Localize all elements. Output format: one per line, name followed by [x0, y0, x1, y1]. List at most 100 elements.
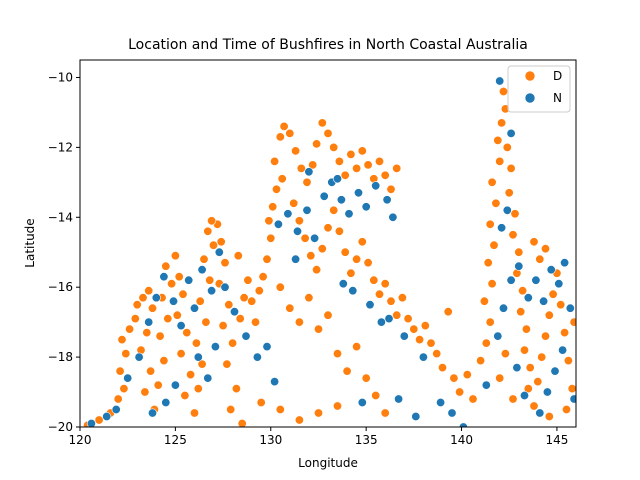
point-D-131: [380, 408, 390, 418]
point-D-58: [251, 317, 261, 327]
point-N-26: [292, 226, 302, 236]
point-N-63: [550, 366, 560, 376]
point-D-61: [262, 254, 272, 264]
point-N-50: [481, 380, 491, 390]
point-D-167: [523, 384, 533, 394]
point-N-71: [506, 128, 516, 138]
point-D-89: [392, 163, 402, 173]
point-D-84: [363, 160, 373, 170]
point-D-63: [264, 216, 274, 226]
point-D-38: [201, 317, 211, 327]
point-D-52: [231, 384, 241, 394]
chart-title: Location and Time of Bushfires in North …: [128, 37, 528, 53]
point-D-65: [271, 184, 281, 194]
point-D-71: [291, 146, 301, 156]
point-D-37: [191, 338, 201, 348]
point-N-29: [319, 191, 329, 201]
point-N-62: [558, 345, 568, 355]
legend-box: [507, 65, 571, 113]
point-N-8: [169, 296, 179, 306]
point-D-189: [233, 251, 243, 261]
point-N-22: [252, 352, 262, 362]
point-D-150: [495, 156, 505, 166]
point-D-62: [266, 233, 276, 243]
legend: DN: [507, 65, 571, 113]
point-D-10: [132, 300, 142, 310]
point-D-138: [462, 370, 472, 380]
point-N-16: [230, 307, 240, 317]
point-N-32: [344, 209, 354, 219]
point-N-66: [519, 390, 529, 400]
point-D-76: [317, 118, 327, 128]
point-N-19: [170, 380, 180, 390]
point-N-1: [102, 411, 112, 421]
point-D-124: [313, 324, 323, 334]
legend-marker-D: [524, 70, 536, 82]
plot-area: [79, 59, 577, 428]
point-D-132: [332, 401, 342, 411]
point-D-180: [535, 254, 545, 264]
point-N-4: [134, 352, 144, 362]
x-tick-label-4: 140: [450, 433, 473, 447]
point-D-99: [340, 247, 350, 257]
point-N-74: [241, 331, 251, 341]
point-D-157: [504, 188, 514, 198]
point-N-12: [197, 265, 207, 275]
point-N-56: [531, 275, 541, 285]
point-D-78: [329, 142, 339, 152]
point-D-145: [483, 258, 493, 268]
point-D-87: [380, 170, 390, 180]
point-D-117: [443, 307, 453, 317]
x-tick-label-0: 120: [69, 433, 92, 447]
point-N-54: [514, 261, 524, 271]
point-D-140: [476, 356, 486, 366]
point-D-57: [247, 296, 257, 306]
point-D-31: [176, 349, 186, 359]
point-D-113: [420, 321, 430, 331]
point-D-104: [369, 275, 379, 285]
point-D-149: [487, 177, 497, 187]
point-D-119: [455, 387, 465, 397]
point-D-96: [323, 223, 333, 233]
point-D-66: [277, 174, 287, 184]
y-tick-label-0: −20: [48, 420, 73, 434]
point-D-188: [207, 216, 217, 226]
point-D-42: [209, 240, 219, 250]
point-N-78: [376, 317, 386, 327]
point-D-95: [317, 244, 327, 254]
point-D-51: [222, 359, 232, 369]
point-D-100: [346, 268, 356, 278]
point-N-58: [546, 265, 556, 275]
point-N-42: [384, 314, 394, 324]
point-D-97: [329, 205, 339, 215]
point-D-90: [289, 198, 299, 208]
point-D-64: [268, 202, 278, 212]
point-N-38: [304, 167, 314, 177]
point-N-69: [502, 205, 512, 215]
point-D-34: [190, 408, 200, 418]
point-N-40: [348, 286, 358, 296]
point-D-54: [235, 314, 245, 324]
point-N-10: [184, 275, 194, 285]
point-D-30: [182, 328, 192, 338]
point-D-11: [138, 293, 148, 303]
point-D-105: [374, 289, 384, 299]
point-D-170: [537, 352, 547, 362]
x-tick-label-2: 130: [259, 433, 282, 447]
point-N-37: [388, 212, 398, 222]
point-D-141: [481, 338, 491, 348]
point-N-9: [176, 321, 186, 331]
point-N-55: [523, 293, 533, 303]
point-N-67: [512, 363, 522, 373]
point-D-72: [296, 163, 306, 173]
point-N-46: [447, 408, 457, 418]
point-D-135: [275, 404, 285, 414]
point-N-45: [436, 397, 446, 407]
point-D-22: [163, 314, 173, 324]
point-N-72: [495, 76, 505, 86]
point-D-13: [148, 303, 158, 313]
point-D-70: [285, 128, 295, 138]
point-D-125: [323, 310, 333, 320]
point-D-116: [437, 363, 447, 373]
